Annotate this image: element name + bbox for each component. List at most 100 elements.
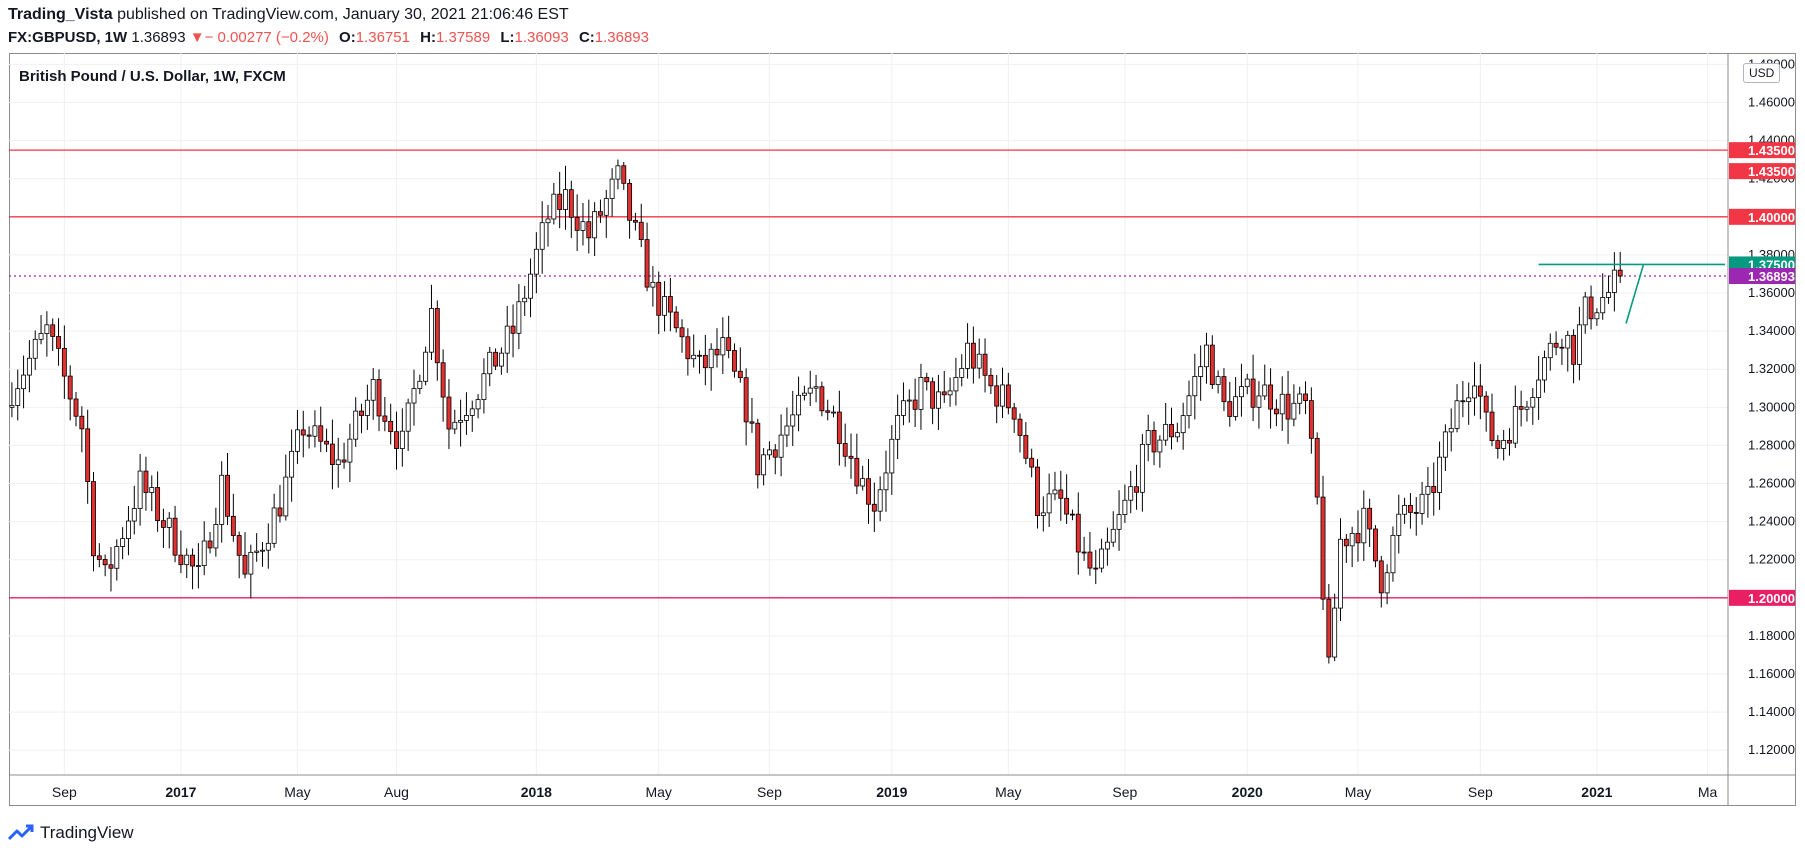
- price-tag-label: 1.43500: [1748, 143, 1795, 158]
- candle-up: [335, 459, 341, 465]
- candle-up: [423, 351, 429, 382]
- x-tick-label: 2018: [521, 784, 552, 800]
- candle-up: [1606, 292, 1611, 298]
- x-tick-label: May: [995, 784, 1021, 800]
- candle-up: [1402, 504, 1408, 515]
- candle-up: [26, 357, 32, 376]
- candle-up: [295, 429, 300, 452]
- candle-up: [935, 391, 941, 409]
- candle-up: [289, 450, 295, 478]
- candle-up: [691, 354, 697, 360]
- candle-down: [772, 449, 778, 458]
- candle-up: [1524, 406, 1530, 410]
- author-name[interactable]: Trading_Vista: [8, 6, 113, 23]
- candle-down: [1507, 439, 1512, 444]
- candle-up: [364, 399, 370, 416]
- grid-lines: [9, 53, 1728, 775]
- candle-up: [44, 324, 50, 334]
- candle-up: [1338, 538, 1343, 609]
- candle-up: [1437, 456, 1442, 493]
- candle-up: [1349, 532, 1355, 547]
- candle-up: [889, 438, 895, 474]
- candle-up: [1536, 379, 1542, 398]
- x-tick-label: 2021: [1581, 784, 1612, 800]
- candle-down: [1303, 393, 1308, 401]
- candle-down: [568, 189, 574, 218]
- candle-up: [615, 165, 621, 180]
- candle-down: [225, 474, 230, 517]
- candle-up: [790, 414, 796, 427]
- candle-down: [1081, 551, 1087, 554]
- candle-down: [1314, 437, 1320, 498]
- y-tick-label: 1.30000: [1748, 399, 1795, 414]
- candle-up: [429, 308, 434, 353]
- candle-up: [1262, 384, 1268, 397]
- candle-down: [1221, 376, 1227, 403]
- y-tick-label: 1.14000: [1748, 704, 1795, 719]
- candle-down: [714, 348, 720, 356]
- candle-down: [190, 554, 195, 567]
- tradingview-logo-icon: [8, 824, 34, 841]
- candle-down: [656, 281, 662, 316]
- candle-down: [434, 308, 440, 364]
- candle-up: [1454, 400, 1460, 429]
- low-value: 1.36093: [514, 29, 569, 46]
- candle-up: [248, 551, 254, 575]
- candle-up: [38, 333, 44, 340]
- candle-up: [1192, 376, 1198, 397]
- candle-up: [1611, 269, 1617, 293]
- y-tick-label: 1.36000: [1748, 285, 1795, 300]
- y-tick-label: 1.26000: [1748, 476, 1795, 491]
- level-lines: [9, 149, 1728, 599]
- candle-down: [1495, 440, 1501, 449]
- candle-down: [988, 374, 994, 387]
- candle-up: [959, 368, 965, 378]
- candle-down: [842, 443, 848, 457]
- candle-up: [487, 351, 493, 375]
- candle-up: [650, 281, 656, 288]
- candle-down: [1268, 384, 1274, 410]
- candle-up: [201, 540, 207, 566]
- candle-up: [778, 434, 784, 458]
- candle-up: [1116, 514, 1122, 530]
- candle-down: [1553, 342, 1559, 348]
- currency-button[interactable]: USD: [1743, 63, 1781, 83]
- candle-down: [941, 391, 947, 396]
- candle-down: [172, 517, 178, 556]
- candle-up: [120, 538, 126, 547]
- candle-down: [324, 440, 330, 445]
- x-tick-label: Aug: [384, 784, 409, 800]
- candle-down: [1151, 430, 1157, 453]
- candle-down: [318, 425, 324, 442]
- candle-up: [918, 377, 924, 410]
- candle-down: [1431, 485, 1437, 493]
- candle-up: [761, 454, 767, 476]
- price-tag: [1729, 208, 1795, 225]
- candle-up: [15, 388, 21, 406]
- candle-down: [67, 375, 73, 400]
- candle-down: [388, 420, 394, 433]
- candle-up: [528, 273, 533, 299]
- candle-up: [831, 411, 836, 414]
- candle-down: [1407, 504, 1413, 513]
- price-tag-label: 1.40000: [1748, 210, 1795, 225]
- candle-up: [1448, 427, 1454, 433]
- candle-down: [1093, 567, 1099, 570]
- candle-down: [737, 370, 743, 379]
- candle-down: [108, 564, 114, 569]
- candle-up: [283, 476, 289, 517]
- tradingview-brand[interactable]: TradingView: [8, 823, 134, 843]
- candle-up: [1530, 397, 1536, 408]
- candle-down: [1273, 408, 1279, 415]
- candle-up: [1104, 541, 1110, 550]
- candle-down: [732, 350, 737, 372]
- candle-down: [1343, 538, 1349, 547]
- high-label: H:: [420, 29, 436, 46]
- candle-down: [854, 457, 860, 487]
- candle-down: [1011, 407, 1017, 420]
- candle-down: [329, 443, 335, 465]
- candle-down: [1477, 385, 1483, 397]
- candle-down: [1227, 401, 1233, 417]
- candle-down: [638, 221, 644, 240]
